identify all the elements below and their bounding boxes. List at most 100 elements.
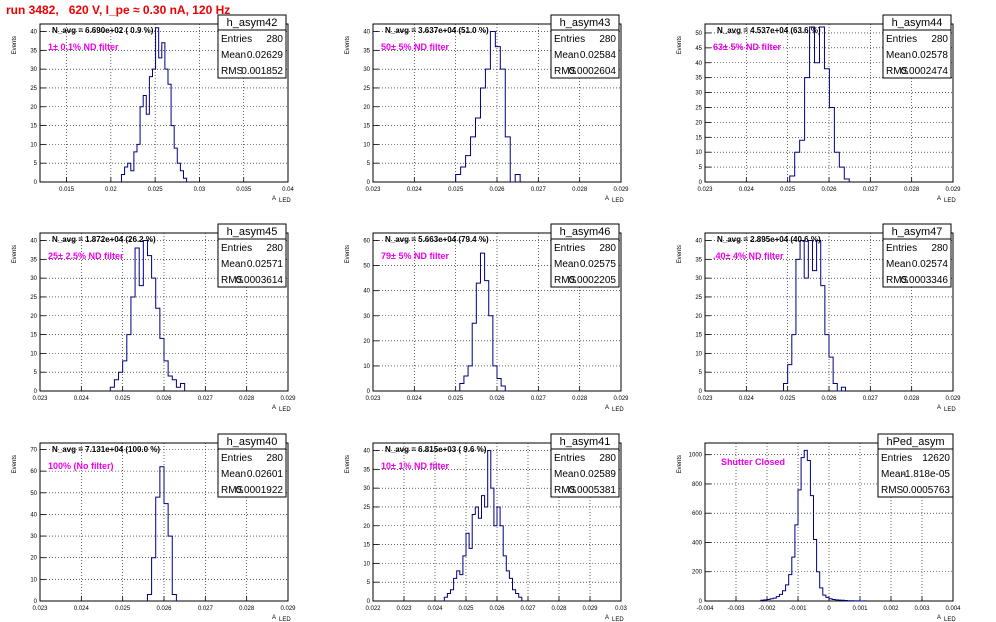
stats-box xyxy=(882,223,952,288)
navg-label: N_avg = 1.872e+04 (26.2 %) xyxy=(52,235,156,244)
y-tick-label: 15 xyxy=(30,124,37,130)
x-tick-label: 0.028 xyxy=(572,396,588,402)
x-tick-label: 0.004 xyxy=(945,606,961,612)
histogram-panel-hPed_asym: -0.004 -0.003 -0.002 -0.001 0 0.001 0.002 0.003… xyxy=(677,433,961,622)
x-tick-label: 0.023 xyxy=(697,187,713,193)
y-tick-label: 25 xyxy=(363,86,370,92)
stats-entries-value: 280 xyxy=(931,243,948,254)
y-tick-label: 0 xyxy=(367,599,371,605)
histogram-line xyxy=(146,466,177,601)
histogram-panel-h_asym41: 0.022 0.023 0.024 0.025 0.026 0.027 0.028 0.029… xyxy=(345,433,627,622)
y-tick-label: 10 xyxy=(30,577,37,583)
filter-label: Shutter Closed xyxy=(721,457,785,467)
stats-mean-label: Mean xyxy=(886,259,911,270)
x-tick-label: 0.026 xyxy=(821,187,837,193)
y-tick-label: 50 xyxy=(695,31,702,37)
stats-entries-label: Entries xyxy=(554,243,585,254)
filter-label: 63± 5% ND filter xyxy=(713,42,781,52)
x-tick-label: 0.028 xyxy=(572,187,588,193)
y-tick-label: 20 xyxy=(695,120,702,126)
y-tick-label: 20 xyxy=(363,524,370,530)
stats-box xyxy=(550,14,620,79)
y-tick-label: 45 xyxy=(695,46,702,52)
y-axis-title: Events xyxy=(12,455,18,473)
stats-mean-label: Mean xyxy=(554,259,579,270)
x-tick-label: 0.026 xyxy=(489,396,505,402)
filter-label: 50± 5% ND filter xyxy=(381,42,449,52)
navg-label: N_avg = 5.663e+04 (79.4 %) xyxy=(385,235,489,244)
x-tick-label: -0.004 xyxy=(696,606,714,612)
stats-mean-label: Mean xyxy=(554,469,579,480)
histogram-panel-h_asym44: 0.023 0.024 0.025 0.026 0.027 0.028 0.029 0 5 10 1… xyxy=(677,14,961,204)
y-tick-label: 40 xyxy=(695,239,702,245)
x-tick-label: 0.023 xyxy=(365,396,381,402)
x-tick-label: 0.003 xyxy=(914,606,930,612)
y-tick-label: 0 xyxy=(699,389,703,395)
y-tick-label: 35 xyxy=(695,76,702,82)
y-tick-label: 30 xyxy=(695,91,702,97)
x-tick-label: 0.025 xyxy=(115,396,131,402)
stats-mean-value: 0.02571 xyxy=(247,259,284,270)
histogram-name: h_asym46 xyxy=(560,226,611,238)
x-tick-label: 0.025 xyxy=(148,187,164,193)
x-axis-subscript: LED xyxy=(944,198,956,204)
x-tick-label: 0.024 xyxy=(74,606,90,612)
stats-rms-label: RMS xyxy=(886,275,909,286)
x-tick-label: 0.026 xyxy=(156,606,172,612)
x-tick-label: 0.026 xyxy=(821,396,837,402)
stats-box xyxy=(217,14,287,79)
x-axis-subscript: LED xyxy=(612,407,624,413)
stats-entries-label: Entries xyxy=(554,34,585,45)
navg-label: N_avg = 4.537e+04 (63.6 %) xyxy=(717,26,821,35)
x-tick-label: 0.028 xyxy=(904,396,920,402)
stats-rms-value: 0.0001922 xyxy=(236,485,284,496)
x-tick-label: 0.027 xyxy=(531,396,547,402)
x-axis-subscript: LED xyxy=(279,198,291,204)
stats-rms-label: RMS xyxy=(886,66,909,77)
x-tick-label: -0.001 xyxy=(789,606,807,612)
x-tick-label: 0.023 xyxy=(32,396,48,402)
y-tick-label: 30 xyxy=(30,534,37,540)
y-tick-label: 40 xyxy=(695,61,702,67)
y-tick-label: 25 xyxy=(695,105,702,111)
y-tick-label: 10 xyxy=(695,351,702,357)
x-tick-label: 0.023 xyxy=(396,606,412,612)
histogram-line xyxy=(783,240,847,392)
stats-mean-label: Mean xyxy=(221,469,246,480)
filter-label: 1± 0.1% ND filter xyxy=(48,42,119,52)
x-tick-label: 0.015 xyxy=(59,187,75,193)
x-tick-label: 0.025 xyxy=(448,187,464,193)
x-tick-label: 0.029 xyxy=(945,187,961,193)
x-tick-label: 0.001 xyxy=(852,606,868,612)
y-axis-title: Events xyxy=(345,455,351,473)
x-tick-label: 0.028 xyxy=(239,396,255,402)
x-tick-label: 0.024 xyxy=(427,606,443,612)
y-tick-label: 10 xyxy=(695,150,702,156)
y-tick-label: 20 xyxy=(695,314,702,320)
y-tick-label: 0 xyxy=(34,180,38,186)
y-tick-label: 1000 xyxy=(689,453,703,459)
x-axis-title: A xyxy=(605,405,609,411)
stats-box xyxy=(550,433,620,498)
histogram-name: hPed_asym xyxy=(886,436,944,448)
x-tick-label: 0.029 xyxy=(613,396,629,402)
stats-entries-value: 280 xyxy=(266,34,283,45)
x-axis-title: A xyxy=(605,196,609,202)
x-tick-label: -0.002 xyxy=(758,606,776,612)
histogram-line xyxy=(455,31,521,183)
y-tick-label: 20 xyxy=(30,105,37,111)
x-tick-label: 0.023 xyxy=(32,606,48,612)
y-tick-label: 70 xyxy=(30,447,37,453)
y-tick-label: 50 xyxy=(363,264,370,270)
histogram-panel-h_asym43: 0.023 0.024 0.025 0.026 0.027 0.028 0.029 0 5 10 1… xyxy=(345,14,629,204)
stats-entries-label: Entries xyxy=(221,243,252,254)
y-axis-title: Events xyxy=(345,245,351,263)
stats-entries-label: Entries xyxy=(221,453,252,464)
x-tick-label: 0.04 xyxy=(282,187,294,193)
x-axis-subscript: LED xyxy=(279,617,291,622)
histogram-name: h_asym40 xyxy=(227,436,278,448)
x-tick-label: 0.028 xyxy=(904,187,920,193)
x-tick-label: 0.027 xyxy=(198,396,214,402)
y-axis-title: Events xyxy=(12,36,18,54)
